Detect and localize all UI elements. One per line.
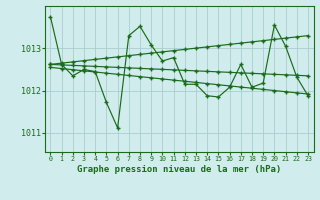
X-axis label: Graphe pression niveau de la mer (hPa): Graphe pression niveau de la mer (hPa) (77, 165, 281, 174)
